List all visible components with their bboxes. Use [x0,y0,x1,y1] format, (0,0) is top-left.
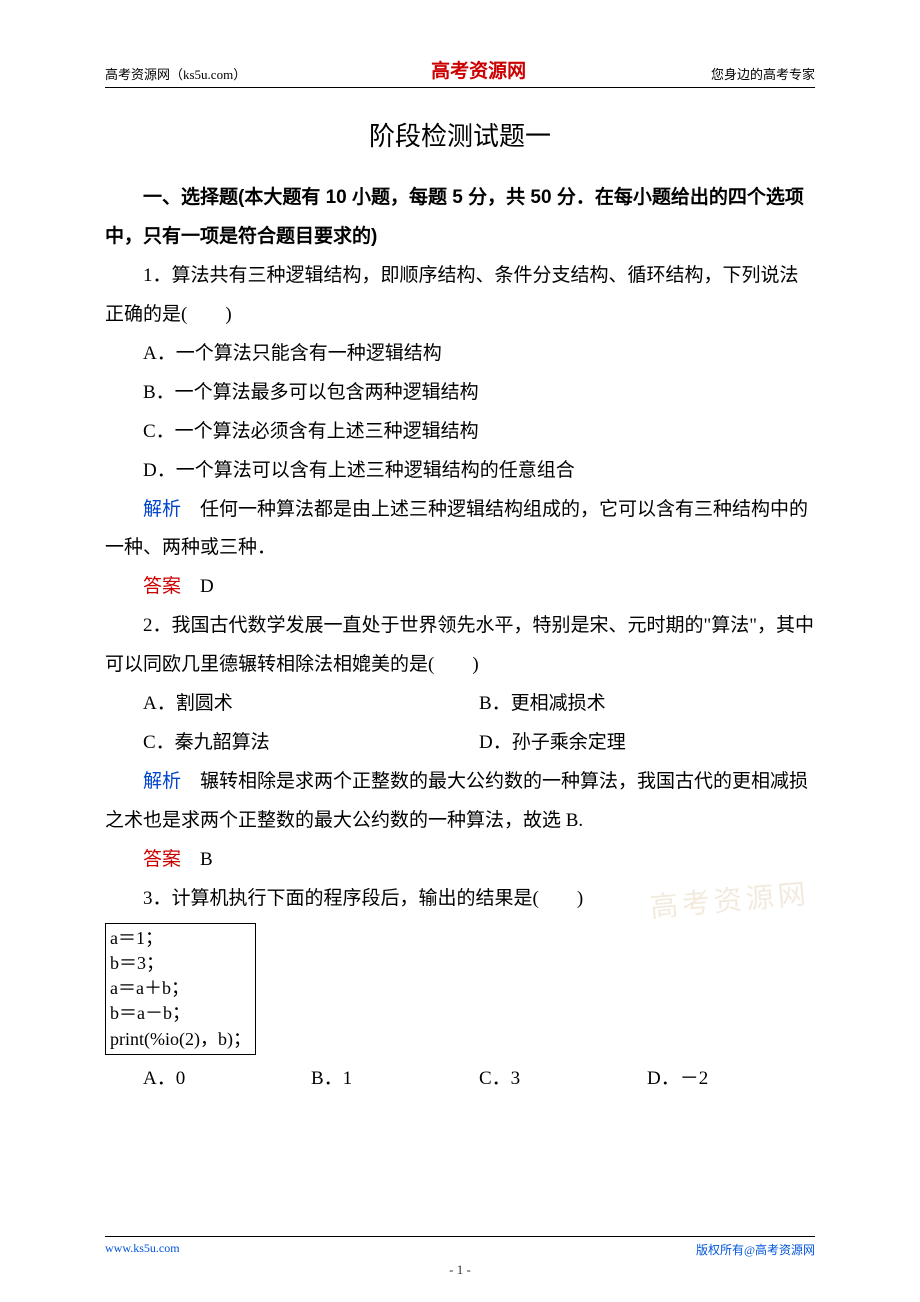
page-header: 高考资源网（ks5u.com） 高考资源网 您身边的高考专家 [105,56,815,88]
header-center-logo: 高考资源网 [431,56,526,83]
document-page: 高考资源网（ks5u.com） 高考资源网 您身边的高考专家 阶段检测试题一 一… [0,0,920,1302]
code-line: a＝1； [110,926,251,951]
document-title: 阶段检测试题一 [105,116,815,153]
q2-option-a: A．割圆术 [143,685,479,724]
q2-options-row1: A．割圆术 B．更相减损术 [105,685,815,724]
q1-option-d: D．一个算法可以含有上述三种逻辑结构的任意组合 [105,452,815,491]
code-line: print(%io(2)，b)； [110,1027,251,1052]
q2-options-row2: C．秦九韶算法 D．孙子乘余定理 [105,724,815,763]
q1-text: 1．算法共有三种逻辑结构，即顺序结构、条件分支结构、循环结构，下列说法正确的是(… [105,257,815,335]
explanation-text: 辗转相除是求两个正整数的最大公约数的一种算法，我国古代的更相减损之术也是求两个正… [105,771,808,831]
section-header: 一、选择题(本大题有 10 小题，每题 5 分，共 50 分．在每小题给出的四个… [105,179,815,257]
page-number: - 1 - [0,1262,920,1278]
q3-options-row: A．0 B．1 C．3 D．－2 [105,1060,815,1099]
q2-text: 2．我国古代数学发展一直处于世界领先水平，特别是宋、元时期的"算法"，其中可以同… [105,607,815,685]
document-content: 一、选择题(本大题有 10 小题，每题 5 分，共 50 分．在每小题给出的四个… [105,179,815,1098]
q3-option-a: A．0 [143,1060,311,1099]
q2-option-b: B．更相减损术 [479,685,815,724]
page-footer: www.ks5u.com 版权所有@高考资源网 [105,1236,815,1258]
explanation-text: 任何一种算法都是由上述三种逻辑结构组成的，它可以含有三种结构中的一种、两种或三种… [105,499,808,559]
q3-option-d: D．－2 [647,1060,815,1099]
q3-code-box-wrapper: a＝1； b＝3； a＝a＋b； b＝a－b； print(%io(2)，b)； [105,919,815,1060]
q1-option-c: C．一个算法必须含有上述三种逻辑结构 [105,413,815,452]
code-line: b＝a－b； [110,1001,251,1026]
q3-text: 3．计算机执行下面的程序段后，输出的结果是( ) [105,880,815,919]
answer-value: B [181,849,213,870]
footer-left-url: www.ks5u.com [105,1241,180,1258]
explanation-label: 解析 [143,499,181,520]
q3-option-b: B．1 [311,1060,479,1099]
q3-option-c: C．3 [479,1060,647,1099]
code-line: a＝a＋b； [110,976,251,1001]
footer-right-copyright: 版权所有@高考资源网 [696,1241,815,1258]
explanation-label: 解析 [143,771,181,792]
q1-answer: 答案 D [105,568,815,607]
q1-option-b: B．一个算法最多可以包含两种逻辑结构 [105,374,815,413]
q2-option-c: C．秦九韶算法 [143,724,479,763]
code-line: b＝3； [110,951,251,976]
answer-value: D [181,576,214,597]
q1-explanation: 解析 任何一种算法都是由上述三种逻辑结构组成的，它可以含有三种结构中的一种、两种… [105,491,815,569]
q2-explanation: 解析 辗转相除是求两个正整数的最大公约数的一种算法，我国古代的更相减损之术也是求… [105,763,815,841]
header-right: 您身边的高考专家 [711,64,815,83]
answer-label: 答案 [143,576,181,597]
answer-label: 答案 [143,849,181,870]
header-left: 高考资源网（ks5u.com） [105,64,246,83]
q2-option-d: D．孙子乘余定理 [479,724,815,763]
q3-code-box: a＝1； b＝3； a＝a＋b； b＝a－b； print(%io(2)，b)； [105,923,256,1055]
q2-answer: 答案 B [105,841,815,880]
q1-option-a: A．一个算法只能含有一种逻辑结构 [105,335,815,374]
